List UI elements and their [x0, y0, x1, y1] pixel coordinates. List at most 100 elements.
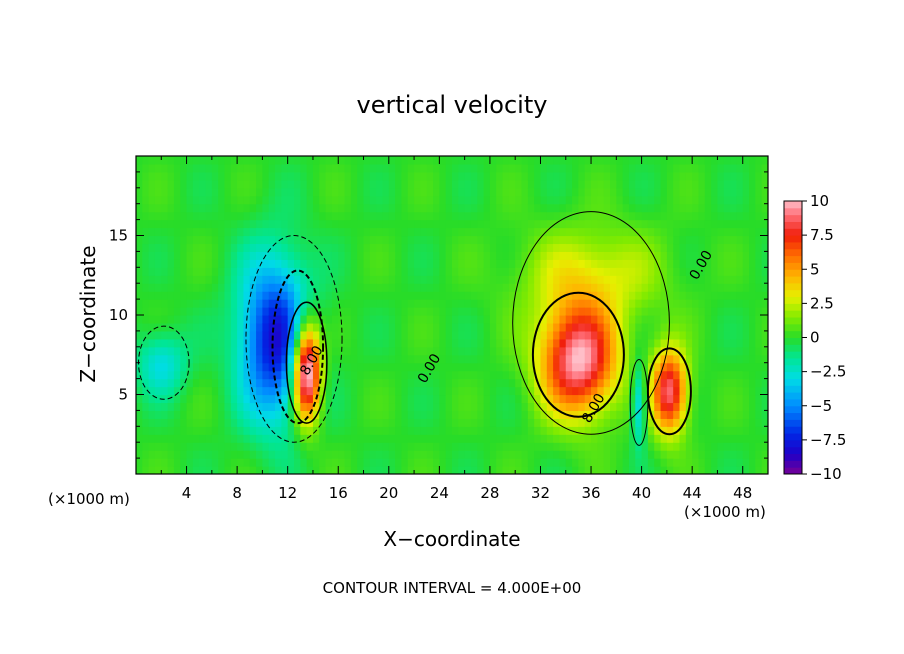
field-cell	[199, 307, 207, 316]
field-cell	[363, 402, 371, 411]
field-cell	[331, 291, 339, 300]
field-cell	[211, 163, 219, 173]
field-cell	[635, 378, 643, 388]
field-cell	[186, 426, 194, 435]
field-cell	[230, 346, 238, 356]
field-cell	[350, 156, 358, 165]
field-cell	[584, 338, 592, 348]
field-cell	[142, 362, 150, 372]
field-cell	[565, 315, 573, 324]
field-cell	[477, 370, 485, 380]
field-cell	[237, 322, 245, 332]
field-cell	[401, 251, 409, 260]
field-cell	[154, 402, 162, 411]
field-cell	[584, 163, 592, 173]
field-cell	[521, 243, 529, 252]
field-cell	[439, 179, 447, 189]
field-cell	[319, 291, 327, 300]
field-cell	[496, 434, 504, 443]
field-cell	[426, 402, 434, 411]
field-cell	[268, 442, 276, 451]
field-cell	[452, 187, 459, 197]
field-cell	[515, 235, 523, 245]
field-cell	[736, 267, 744, 276]
field-cell	[230, 362, 238, 372]
field-cell	[218, 394, 226, 404]
field-cell	[591, 235, 598, 245]
field-cell	[679, 315, 687, 324]
field-cell	[369, 259, 377, 268]
field-cell	[142, 378, 150, 388]
field-cell	[534, 211, 542, 221]
field-cell	[249, 434, 257, 443]
field-cell	[755, 354, 763, 364]
field-cell	[445, 370, 453, 380]
field-cell	[761, 307, 768, 316]
field-cell	[654, 426, 662, 435]
field-cell	[281, 410, 289, 419]
field-cell	[584, 450, 592, 459]
field-cell	[237, 362, 245, 372]
field-cell	[458, 283, 466, 292]
field-cell	[395, 426, 403, 435]
field-cell	[426, 410, 434, 419]
field-cell	[382, 378, 390, 388]
field-cell	[761, 330, 768, 340]
field-cell	[199, 418, 207, 427]
field-cell	[470, 283, 478, 292]
field-cell	[502, 330, 510, 340]
field-cell	[414, 275, 421, 284]
field-cell	[584, 275, 592, 284]
field-cell	[470, 179, 478, 189]
field-cell	[357, 171, 365, 181]
field-cell	[761, 434, 768, 443]
field-cell	[660, 299, 668, 308]
field-cell	[464, 275, 472, 284]
field-cell	[237, 394, 245, 404]
field-cell	[230, 426, 238, 435]
field-cell	[641, 418, 649, 427]
field-cell	[489, 378, 497, 388]
field-cell	[230, 466, 238, 474]
field-cell	[603, 442, 611, 451]
field-cell	[186, 235, 194, 245]
field-cell	[761, 354, 768, 364]
field-cell	[369, 179, 377, 189]
field-cell	[660, 171, 668, 181]
field-cell	[192, 410, 200, 419]
field-cell	[388, 346, 396, 356]
field-cell	[199, 179, 207, 189]
field-cell	[154, 362, 162, 372]
field-cell	[540, 203, 548, 213]
field-cell	[483, 187, 491, 197]
field-cell	[742, 195, 750, 205]
field-cell	[357, 179, 365, 189]
field-cell	[508, 171, 516, 181]
field-cell	[376, 434, 384, 443]
field-cell	[350, 426, 358, 435]
field-cell	[439, 195, 447, 205]
field-cell	[388, 315, 396, 324]
field-cell	[679, 211, 687, 221]
field-cell	[711, 179, 719, 189]
field-cell	[243, 330, 251, 340]
field-cell	[711, 187, 719, 197]
field-cell	[382, 187, 390, 197]
field-cell	[723, 203, 731, 213]
field-cell	[369, 315, 377, 324]
field-cell	[470, 163, 478, 173]
field-cell	[527, 171, 535, 181]
field-cell	[540, 251, 548, 260]
field-cell	[534, 299, 542, 308]
field-cell	[723, 458, 731, 467]
field-cell	[603, 394, 611, 404]
field-cell	[723, 418, 731, 427]
field-cell	[312, 330, 320, 340]
field-cell	[742, 171, 750, 181]
field-cell	[521, 394, 529, 404]
field-cell	[578, 259, 586, 268]
field-cell	[477, 322, 485, 332]
field-cell	[433, 307, 440, 316]
field-cell	[578, 418, 586, 427]
field-cell	[610, 315, 617, 324]
